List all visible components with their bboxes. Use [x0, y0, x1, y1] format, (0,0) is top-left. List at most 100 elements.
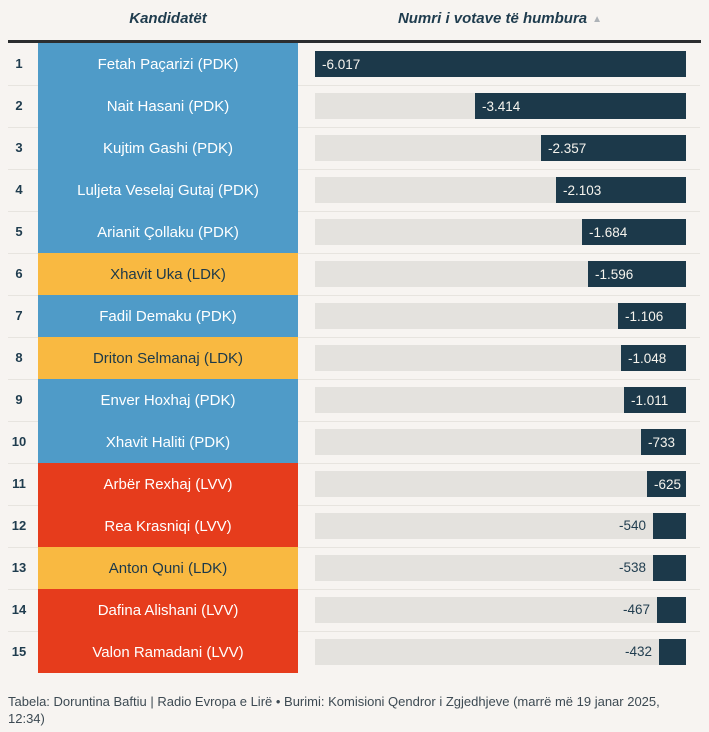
row-rank: 1: [15, 56, 23, 71]
bar-track: -1.048: [315, 345, 686, 371]
candidate-cell: Nait Hasani (PDK): [38, 85, 298, 127]
bar-track: -625: [315, 471, 686, 497]
bar-label-inside: -6.017: [322, 56, 361, 72]
bar: -733: [641, 429, 686, 455]
bar: -1.048: [621, 345, 686, 371]
bar: -1.596: [588, 261, 686, 287]
candidate-cell: Valon Ramadani (LVV): [38, 631, 298, 673]
bar-track: -540: [315, 513, 686, 539]
bar: -6.017: [315, 51, 686, 77]
table-row: 9 Enver Hoxhaj (PDK) -1.011: [0, 379, 709, 422]
table-row: 4 Luljeta Veselaj Gutaj (PDK) -2.103: [0, 169, 709, 212]
bar-track: -1.106: [315, 303, 686, 329]
table-row: 7 Fadil Demaku (PDK) -1.106: [0, 295, 709, 338]
table-row: 8 Driton Selmanaj (LDK) -1.048: [0, 337, 709, 380]
row-rank: 10: [11, 434, 27, 449]
bar: [657, 597, 686, 623]
bar: -2.357: [541, 135, 686, 161]
bar-track: -1.596: [315, 261, 686, 287]
candidate-cell: Xhavit Haliti (PDK): [38, 421, 298, 463]
candidate-cell: Xhavit Uka (LDK): [38, 253, 298, 295]
table-header: Kandidatët Numri i votave të humbura ▲: [0, 0, 709, 40]
bar-label-inside: -1.596: [595, 266, 634, 282]
bar-label-inside: -2.357: [548, 140, 587, 156]
bar-label-inside: -1.106: [625, 308, 664, 324]
table-row: 14 Dafina Alishani (LVV) -467: [0, 589, 709, 632]
table-row: 15 Valon Ramadani (LVV) -432: [0, 631, 709, 673]
row-rank: 6: [15, 266, 23, 281]
column-header-candidates[interactable]: Kandidatët: [38, 10, 298, 27]
rows: 1 Fetah Paçarizi (PDK) -6.017 2 Nait Has…: [0, 43, 709, 673]
row-rank: 14: [11, 602, 27, 617]
candidate-cell: Luljeta Veselaj Gutaj (PDK): [38, 169, 298, 211]
bar-label-inside: -733: [648, 434, 676, 450]
row-rank: 12: [11, 518, 27, 533]
table-row: 2 Nait Hasani (PDK) -3.414: [0, 85, 709, 128]
bar: -1.011: [624, 387, 686, 413]
bar-label-inside: -2.103: [563, 182, 602, 198]
bar-track: -733: [315, 429, 686, 455]
row-rank: 15: [11, 644, 27, 659]
table-row: 3 Kujtim Gashi (PDK) -2.357: [0, 127, 709, 170]
bar: [653, 555, 686, 581]
table-row: 1 Fetah Paçarizi (PDK) -6.017: [0, 43, 709, 86]
candidate-cell: Dafina Alishani (LVV): [38, 589, 298, 631]
bar-label-inside: -3.414: [482, 98, 521, 114]
bar: -1.106: [618, 303, 686, 329]
bar: [659, 639, 686, 665]
bar-track: -2.357: [315, 135, 686, 161]
row-rank: 7: [15, 308, 23, 323]
row-rank: 5: [15, 224, 23, 239]
bar-label-outside: -432: [624, 644, 652, 659]
bar: -2.103: [556, 177, 686, 203]
bar: -3.414: [475, 93, 686, 119]
row-rank: 3: [15, 140, 23, 155]
bar-track: -1.011: [315, 387, 686, 413]
column-header-candidates-label: Kandidatët: [129, 10, 207, 27]
bar-track: -538: [315, 555, 686, 581]
column-header-votes[interactable]: Numri i votave të humbura ▲: [300, 10, 700, 27]
row-rank: 8: [15, 350, 23, 365]
bar-label-inside: -625: [654, 476, 682, 492]
row-rank: 13: [11, 560, 27, 575]
bar-track: -467: [315, 597, 686, 623]
bar-label-outside: -540: [618, 518, 646, 533]
candidate-cell: Driton Selmanaj (LDK): [38, 337, 298, 379]
row-rank: 2: [15, 98, 23, 113]
column-header-votes-label: Numri i votave të humbura: [397, 10, 588, 27]
candidate-cell: Fadil Demaku (PDK): [38, 295, 298, 337]
table-row: 13 Anton Quni (LDK) -538: [0, 547, 709, 590]
bar-label-inside: -1.684: [589, 224, 628, 240]
bar-label-outside: -467: [622, 602, 650, 617]
bar: -1.684: [582, 219, 686, 245]
bar-track: -2.103: [315, 177, 686, 203]
bar: -625: [647, 471, 686, 497]
bar-label-inside: -1.011: [631, 392, 669, 408]
candidate-cell: Fetah Paçarizi (PDK): [38, 43, 298, 85]
candidate-cell: Arbër Rexhaj (LVV): [38, 463, 298, 505]
bar-track: -3.414: [315, 93, 686, 119]
table-row: 6 Xhavit Uka (LDK) -1.596: [0, 253, 709, 296]
row-rank: 11: [12, 476, 26, 491]
bar: [653, 513, 686, 539]
table-row: 11 Arbër Rexhaj (LVV) -625: [0, 463, 709, 506]
source-footer: Tabela: Doruntina Baftiu | Radio Evropa …: [8, 694, 660, 726]
bar-label-inside: -1.048: [628, 350, 667, 366]
sort-ascending-icon: ▲: [592, 14, 603, 25]
header-divider: [8, 40, 701, 43]
candidate-cell: Anton Quni (LDK): [38, 547, 298, 589]
bar-track: -6.017: [315, 51, 686, 77]
candidate-cell: Enver Hoxhaj (PDK): [38, 379, 298, 421]
candidate-cell: Rea Krasniqi (LVV): [38, 505, 298, 547]
row-rank: 9: [15, 392, 23, 407]
row-rank: 4: [15, 182, 23, 197]
table-row: 10 Xhavit Haliti (PDK) -733: [0, 421, 709, 464]
bar-label-outside: -538: [618, 560, 646, 575]
bar-track: -432: [315, 639, 686, 665]
bar-track: -1.684: [315, 219, 686, 245]
candidate-cell: Kujtim Gashi (PDK): [38, 127, 298, 169]
table-row: 12 Rea Krasniqi (LVV) -540: [0, 505, 709, 548]
candidate-cell: Arianit Çollaku (PDK): [38, 211, 298, 253]
table-row: 5 Arianit Çollaku (PDK) -1.684: [0, 211, 709, 254]
